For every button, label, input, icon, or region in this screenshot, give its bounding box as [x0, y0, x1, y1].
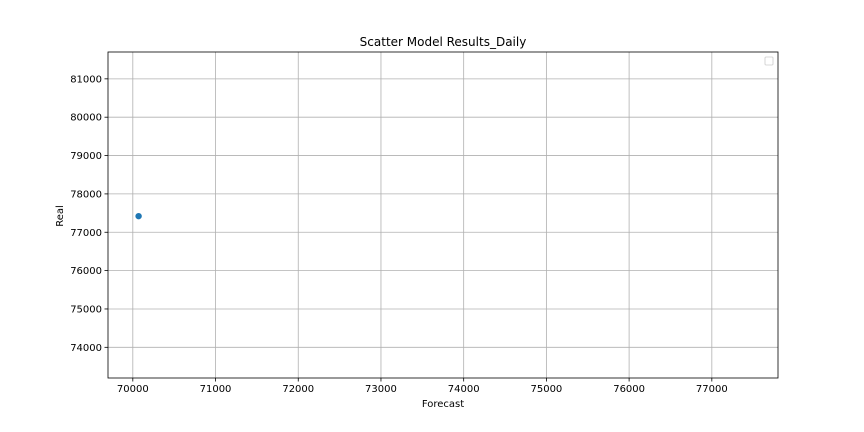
x-tick-label: 76000: [613, 384, 645, 395]
x-tick-label: 73000: [365, 384, 397, 395]
y-tick-label: 80000: [70, 113, 102, 124]
y-axis: 74000 75000 76000 77000 78000 79000 80000 81000: [70, 74, 108, 354]
x-tick-label: 72000: [282, 384, 314, 395]
x-axis-label: Forecast: [422, 399, 464, 410]
y-tick-label: 75000: [70, 304, 102, 315]
x-tick-label: 75000: [530, 384, 562, 395]
scatter-point: [135, 212, 142, 220]
legend-box: [764, 56, 774, 66]
plot-frame: [107, 51, 779, 379]
y-tick-label: 77000: [70, 228, 102, 239]
x-tick-label: 71000: [200, 384, 232, 395]
chart-title: Scatter Model Results_Daily: [360, 35, 527, 49]
y-tick-label: 74000: [70, 343, 102, 354]
y-tick-label: 81000: [70, 74, 102, 85]
x-tick-label: 74000: [448, 384, 480, 395]
y-axis-label: Real: [55, 205, 66, 227]
x-tick-label: 70000: [117, 384, 149, 395]
y-tick-label: 79000: [70, 151, 102, 162]
y-tick-label: 78000: [70, 189, 102, 200]
grid-lines: [108, 52, 778, 378]
x-axis: 70000 71000 72000 73000 74000 75000 76000 77000: [117, 378, 728, 395]
x-tick-label: 77000: [696, 384, 728, 395]
y-tick-label: 76000: [70, 266, 102, 277]
data-points: [135, 212, 142, 220]
